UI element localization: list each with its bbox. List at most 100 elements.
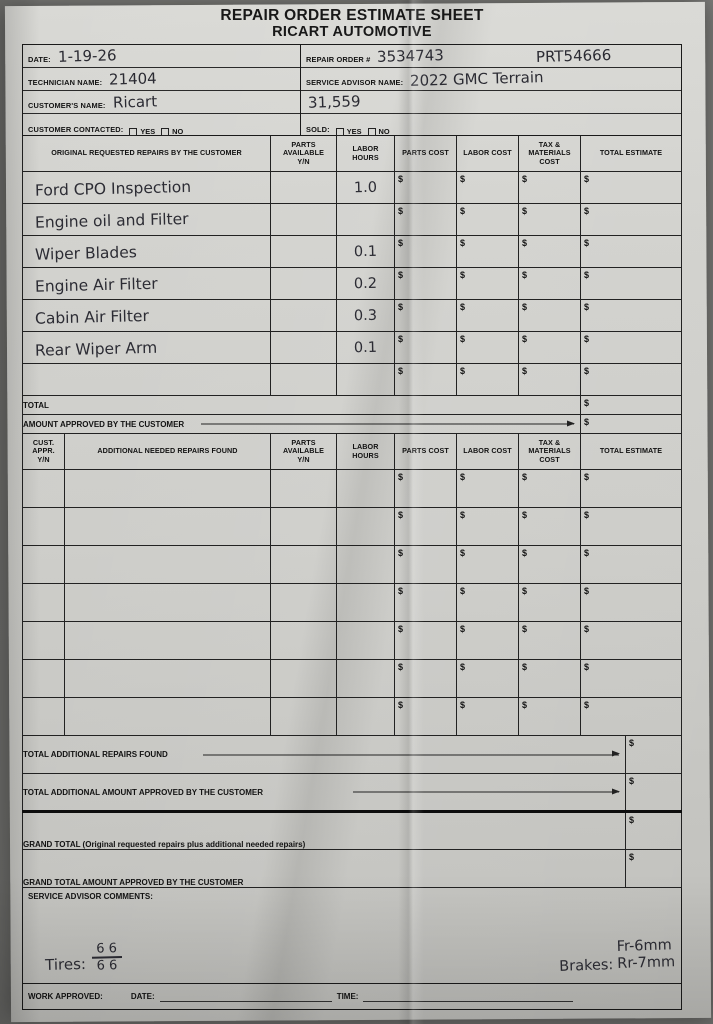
cell-labor-hours[interactable]: [336, 545, 395, 585]
cell-labor-cost[interactable]: [456, 697, 519, 737]
total-additional-value[interactable]: [625, 735, 682, 775]
cell-total-estimate[interactable]: [580, 331, 682, 365]
cell-labor-hours[interactable]: [336, 697, 395, 737]
table-row[interactable]: [22, 697, 682, 737]
cell-tax-materials[interactable]: [518, 299, 581, 333]
table-row[interactable]: Wiper Blades 0.1: [22, 235, 682, 269]
cell-labor-hours[interactable]: [336, 621, 395, 661]
table-row[interactable]: Ford CPO Inspection 1.0: [22, 171, 682, 205]
cell-labor-hours[interactable]: 0.1: [336, 235, 395, 269]
cell-labor-cost[interactable]: [456, 171, 519, 205]
original-approved-value[interactable]: [580, 414, 682, 435]
cell-labor-hours[interactable]: 1.0: [336, 171, 395, 205]
cell-description[interactable]: [64, 507, 271, 547]
cell-labor-hours[interactable]: 0.2: [336, 267, 395, 301]
cell-parts-available[interactable]: [270, 697, 337, 737]
cell-parts-cost[interactable]: [394, 583, 457, 623]
cell-parts-available[interactable]: [270, 583, 337, 623]
cell-parts-cost[interactable]: [394, 621, 457, 661]
cell-parts-cost[interactable]: [394, 171, 457, 205]
cell-parts-available[interactable]: [270, 299, 337, 333]
cell-cust-appr[interactable]: [22, 621, 65, 661]
cell-parts-cost[interactable]: [394, 659, 457, 699]
cell-description[interactable]: [64, 469, 271, 509]
cell-total-estimate[interactable]: [580, 469, 682, 509]
cell-total-estimate[interactable]: [580, 583, 682, 623]
cell-parts-cost[interactable]: [394, 363, 457, 397]
cell-tax-materials[interactable]: [518, 697, 581, 737]
cell-total-estimate[interactable]: [580, 363, 682, 397]
cell-labor-cost[interactable]: [456, 545, 519, 585]
table-row[interactable]: Engine oil and Filter: [22, 203, 682, 237]
cell-labor-cost[interactable]: [456, 203, 519, 237]
cell-parts-cost[interactable]: [394, 545, 457, 585]
cell-tax-materials[interactable]: [518, 621, 581, 661]
cell-cust-appr[interactable]: [22, 469, 65, 509]
cell-description[interactable]: [64, 659, 271, 699]
sold-no-checkbox[interactable]: [367, 128, 376, 137]
table-row[interactable]: [22, 659, 682, 699]
cell-description[interactable]: Engine oil and Filter: [22, 203, 271, 237]
cell-labor-cost[interactable]: [456, 659, 519, 699]
table-row[interactable]: [22, 363, 682, 397]
cell-total-estimate[interactable]: [580, 235, 682, 269]
cell-parts-cost[interactable]: [394, 235, 457, 269]
field-mileage[interactable]: 31,559: [301, 91, 681, 115]
cell-parts-available[interactable]: [270, 267, 337, 301]
cell-description[interactable]: [64, 697, 271, 737]
grand-total-value[interactable]: [625, 811, 682, 851]
cell-description[interactable]: Engine Air Filter: [22, 267, 271, 301]
cell-description[interactable]: [22, 363, 271, 397]
cell-labor-cost[interactable]: [456, 621, 519, 661]
table-row[interactable]: [22, 621, 682, 661]
cell-labor-hours[interactable]: [336, 469, 395, 509]
field-repair-order-number[interactable]: REPAIR ORDER # 3534743 PRT54666: [301, 45, 681, 69]
field-technician-name[interactable]: TECHNICIAN NAME: 21404: [23, 68, 300, 92]
cell-tax-materials[interactable]: [518, 469, 581, 509]
cell-tax-materials[interactable]: [518, 659, 581, 699]
footer-time-input[interactable]: [363, 1001, 574, 1003]
cell-total-estimate[interactable]: [580, 659, 682, 699]
cell-total-estimate[interactable]: [580, 621, 682, 661]
cell-labor-hours[interactable]: 0.1: [336, 331, 395, 365]
cell-description[interactable]: [64, 545, 271, 585]
cell-description[interactable]: Rear Wiper Arm: [22, 331, 271, 365]
cell-parts-cost[interactable]: [394, 267, 457, 301]
sold-yes-checkbox[interactable]: [335, 128, 344, 137]
cell-total-estimate[interactable]: [580, 203, 682, 237]
cell-total-estimate[interactable]: [580, 697, 682, 737]
table-row[interactable]: Rear Wiper Arm 0.1: [22, 331, 682, 365]
cell-cust-appr[interactable]: [22, 583, 65, 623]
cell-description[interactable]: [64, 583, 271, 623]
cell-tax-materials[interactable]: [518, 203, 581, 237]
cell-labor-cost[interactable]: [456, 469, 519, 509]
cell-labor-cost[interactable]: [456, 267, 519, 301]
field-customer-name[interactable]: CUSTOMER'S NAME: Ricart: [23, 91, 300, 115]
cell-parts-available[interactable]: [270, 507, 337, 547]
cell-total-estimate[interactable]: [580, 171, 682, 205]
cell-parts-available[interactable]: [270, 363, 337, 397]
cell-labor-cost[interactable]: [456, 507, 519, 547]
cell-parts-cost[interactable]: [394, 697, 457, 737]
cell-labor-cost[interactable]: [456, 583, 519, 623]
cell-labor-hours[interactable]: [336, 583, 395, 623]
cell-parts-cost[interactable]: [394, 203, 457, 237]
grand-total-approved-value[interactable]: [625, 849, 682, 889]
cell-cust-appr[interactable]: [22, 659, 65, 699]
cell-tax-materials[interactable]: [518, 545, 581, 585]
cell-labor-hours[interactable]: [336, 203, 395, 237]
service-advisor-comments[interactable]: SERVICE ADVISOR COMMENTS: Tires: 6 6 6 6…: [22, 888, 682, 985]
cell-tax-materials[interactable]: [518, 267, 581, 301]
cell-parts-available[interactable]: [270, 621, 337, 661]
cell-total-estimate[interactable]: [580, 545, 682, 585]
field-service-advisor-name[interactable]: SERVICE ADVISOR NAME: 2022 GMC Terrain: [301, 68, 681, 92]
cell-description[interactable]: Wiper Blades: [22, 235, 271, 269]
cell-cust-appr[interactable]: [22, 545, 65, 585]
cell-total-estimate[interactable]: [580, 299, 682, 333]
cell-parts-cost[interactable]: [394, 469, 457, 509]
cell-parts-cost[interactable]: [394, 331, 457, 365]
cell-labor-hours[interactable]: [336, 507, 395, 547]
customer-contacted-yes-checkbox[interactable]: [129, 128, 138, 137]
cell-labor-hours[interactable]: [336, 363, 395, 397]
cell-labor-hours[interactable]: [336, 659, 395, 699]
